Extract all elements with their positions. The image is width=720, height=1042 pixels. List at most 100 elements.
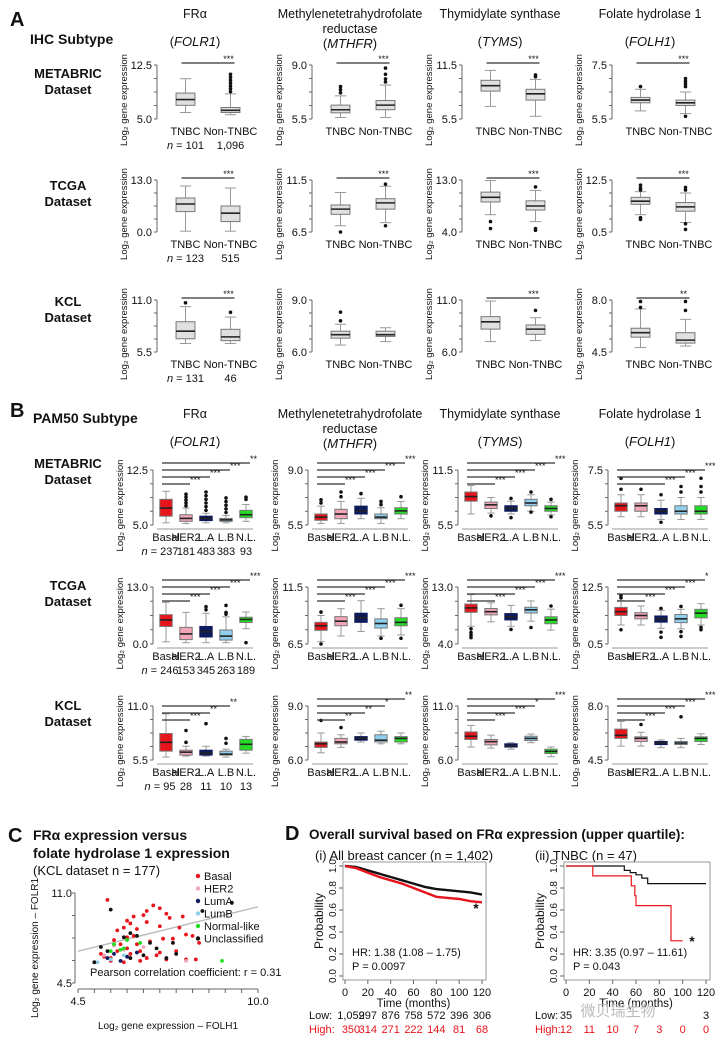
scatter-point-basal (177, 925, 182, 930)
y-tick-label: 0.0 (133, 639, 148, 651)
x-category-label: N.L. (691, 767, 711, 779)
at-risk-count: 876 (381, 1010, 399, 1022)
dataset-label-suffix: Dataset (45, 714, 93, 729)
scatter-point-luma (112, 952, 116, 956)
outlier-point (533, 228, 538, 233)
outlier-point (638, 215, 643, 220)
y-axis-label: Log₂ gene expression – FOLR1 (30, 878, 41, 1019)
y-tick-label: 5.0 (137, 114, 152, 126)
scatter-point-basal (125, 918, 129, 923)
y-tick-label: 11.5 (436, 60, 457, 72)
outlier-point (683, 79, 688, 83)
outlier-point (683, 188, 688, 192)
x-category-label: L.B (373, 767, 390, 779)
outlier-point (549, 514, 553, 519)
outlier-point (683, 227, 688, 232)
y-tick-label: 9.0 (288, 701, 303, 713)
y-tick-label: 0.6 (328, 903, 339, 917)
y-tick-label: 4.5 (57, 978, 72, 990)
outlier-point (338, 319, 343, 323)
significance-label: *** (385, 461, 396, 471)
x-tick-label: 60 (407, 987, 419, 999)
scatter-point-luma (118, 958, 123, 963)
x-category-label: Non-TNBC (204, 239, 258, 251)
y-tick-label: 9.0 (292, 60, 307, 72)
outlier-point (319, 610, 323, 614)
sample-size-label: n = 95 (145, 781, 176, 793)
scatter-point-unclassified (200, 909, 205, 913)
outlier-point (228, 72, 233, 77)
x-category-label: L.A (198, 532, 215, 544)
outlier-point (183, 301, 188, 305)
y-tick-label: 11.0 (436, 295, 457, 307)
scatter-point-basal (180, 914, 185, 919)
watermark-text: 微贝瑞生物 (580, 1003, 655, 1020)
y-tick-label: 8.0 (592, 295, 607, 307)
significance-label: *** (345, 475, 356, 485)
significance-label: *** (250, 571, 261, 581)
box-nontnbc (525, 88, 546, 101)
gene-symbol-label: (MTHFR) (323, 436, 377, 451)
significance-label: *** (223, 54, 234, 64)
box-her2 (634, 502, 648, 512)
at-risk-count: 997 (359, 1010, 377, 1022)
x-tick-label: 100 (450, 987, 468, 999)
at-risk-count: 222 (404, 1024, 422, 1036)
significance-label: *** (385, 578, 396, 588)
outlier-point (359, 491, 363, 496)
x-category-label: HER2 (171, 651, 200, 663)
scatter-point-basal (125, 935, 129, 940)
boxplot-metabric-folr1: 12.5 5.0 Log₂ gene expression TNBC n = 101No… (119, 54, 257, 152)
outlier-point (204, 504, 208, 509)
y-tick-label: 11.5 (286, 175, 307, 187)
sample-size-label: 46 (224, 373, 236, 385)
legend-label: Normal-like (204, 921, 260, 933)
scatter-point-basal (131, 934, 136, 938)
x-category-label: Basal (607, 767, 635, 779)
significance-label: *** (495, 711, 506, 721)
chart-title: Overall survival based on FRα expression… (309, 827, 685, 842)
at-risk-count: 7 (633, 1024, 639, 1036)
y-tick-label: 6.0 (442, 347, 457, 359)
scatter-point-basal (184, 932, 188, 937)
x-category-label: L.B (218, 651, 235, 663)
x-category-label: Basal (152, 651, 180, 663)
regression-line (77, 906, 259, 952)
y-tick-label: 9.0 (292, 295, 307, 307)
scatter-point-luma (135, 950, 139, 955)
significance-label: *** (665, 475, 676, 485)
survival-panel-d: Overall survival based on FRα expression… (309, 827, 715, 1036)
outlier-point (184, 728, 188, 733)
x-axis-label: Time (months) (377, 998, 451, 1010)
outlier-point (679, 634, 683, 639)
gene-symbol-label: (FOLH1) (625, 434, 676, 449)
outlier-point (659, 630, 663, 634)
outlier-point (204, 493, 208, 498)
y-axis-label: Log₂ gene expression (270, 695, 281, 787)
outlier-point (683, 185, 688, 190)
at-risk-count: 1,052 (337, 1010, 365, 1022)
hazard-ratio-text: HR: 1.38 (1.08 – 1.75) (352, 947, 461, 959)
survival-curve-high (344, 864, 483, 904)
scatter-point-basal (157, 924, 162, 929)
scatter-point-basal (157, 906, 162, 911)
x-category-label: Basal (457, 767, 485, 779)
at-risk-count: 314 (359, 1024, 377, 1036)
x-category-label: HER2 (326, 767, 355, 779)
sample-size-label: 11 (200, 781, 211, 793)
boxplot-metabric-folr1: 12.5 5.0 Log₂ gene expression Basal n = 237 H… (115, 454, 258, 558)
y-axis-label: Log₂ gene expression (420, 578, 431, 670)
x-tick-label: 20 (583, 987, 595, 999)
x-category-label: Non-TNBC (204, 359, 258, 371)
significance-label: ** (230, 697, 238, 707)
outlier-point (204, 490, 208, 494)
scatter-point-normallike (138, 940, 143, 945)
outlier-point (399, 636, 403, 641)
scatter-point-basal (144, 956, 149, 960)
outlier-point (224, 510, 228, 515)
sample-size-label: 189 (237, 665, 255, 677)
significance-label: *** (515, 585, 526, 595)
y-tick-label: 0.0 (137, 227, 152, 239)
scatter-point-basal (135, 927, 139, 931)
